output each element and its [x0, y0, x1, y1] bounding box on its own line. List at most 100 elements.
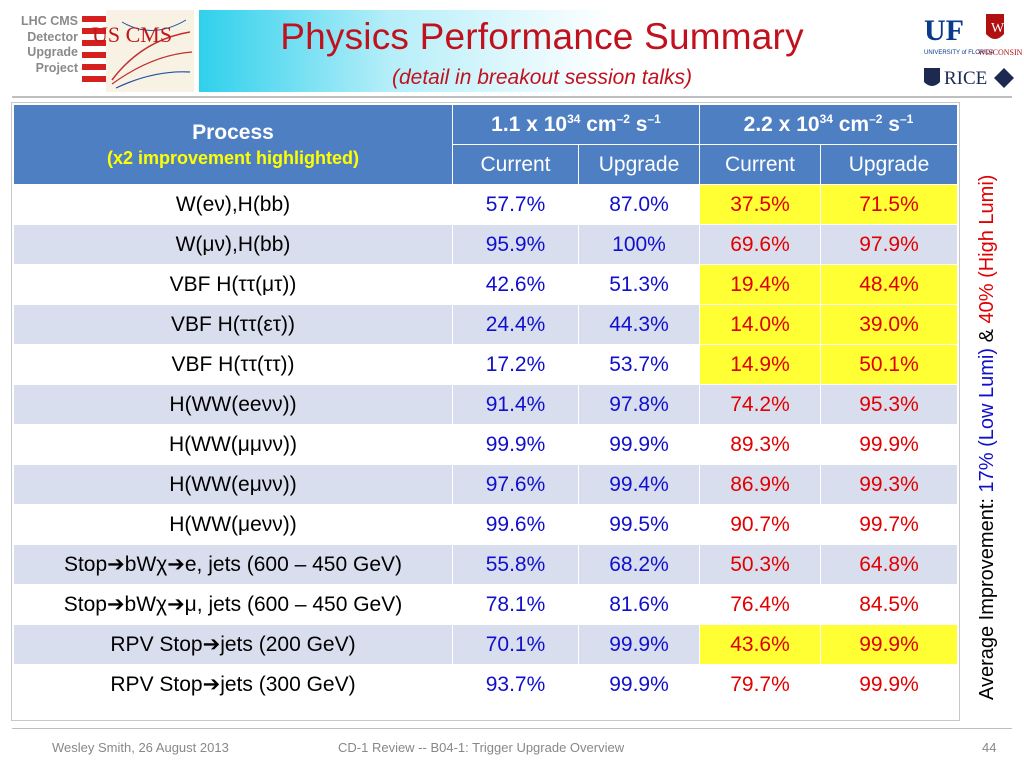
low-upgrade-cell: 81.6%: [578, 584, 700, 625]
low-current-cell: 55.8%: [452, 544, 579, 585]
table-row: H(WW(eeνν)) 91.4% 97.8% 74.2% 95.3%: [13, 384, 958, 425]
low-current-cell: 78.1%: [452, 584, 579, 625]
table-row: VBF H(ττ(ττ)) 17.2% 53.7% 14.9% 50.1%: [13, 344, 958, 385]
low-upgrade-cell: 97.8%: [578, 384, 700, 425]
low-lumi-improvement: 17% (Low Lumi): [976, 347, 998, 493]
wisconsin-logo: WISCONSIN: [978, 48, 1023, 57]
svg-text:W: W: [991, 21, 1005, 36]
column-header-low-upgrade: Upgrade: [578, 144, 700, 185]
high-upgrade-cell: 71.5%: [820, 184, 958, 225]
high-current-cell: 76.4%: [699, 584, 821, 625]
high-lumi-improvement: 40% (High Lumi): [976, 174, 998, 324]
table-body: W(eν),H(bb) 57.7% 87.0% 37.5% 71.5% W(μν),H(b…: [13, 184, 958, 705]
low-lumi-header: 1.1 x 1034 cm–2 s–1: [452, 104, 700, 145]
process-cell: Stop➔bWχ➔e, jets (600 – 450 GeV): [13, 544, 453, 585]
high-upgrade-cell: 99.3%: [820, 464, 958, 505]
high-current-cell: 14.0%: [699, 304, 821, 345]
low-upgrade-cell: 100%: [578, 224, 700, 265]
page-subtitle: (detail in breakout session talks): [392, 66, 692, 89]
header-divider: [12, 96, 1012, 98]
low-current-cell: 95.9%: [452, 224, 579, 265]
project-label: LHC CMS Detector Upgrade Project: [0, 14, 78, 76]
high-upgrade-cell: 97.9%: [820, 224, 958, 265]
high-current-cell: 89.3%: [699, 424, 821, 465]
table-row: W(eν),H(bb) 57.7% 87.0% 37.5% 71.5%: [13, 184, 958, 225]
low-upgrade-cell: 68.2%: [578, 544, 700, 585]
high-current-cell: 37.5%: [699, 184, 821, 225]
high-upgrade-cell: 99.7%: [820, 504, 958, 545]
table-row: H(WW(μμνν)) 99.9% 99.9% 89.3% 99.9%: [13, 424, 958, 465]
low-current-cell: 24.4%: [452, 304, 579, 345]
low-upgrade-cell: 53.7%: [578, 344, 700, 385]
table-row: VBF H(ττ(μτ)) 42.6% 51.3% 19.4% 48.4%: [13, 264, 958, 305]
process-cell: VBF H(ττ(ετ)): [13, 304, 453, 345]
process-cell: VBF H(ττ(μτ)): [13, 264, 453, 305]
process-header-note: (x2 improvement highlighted): [106, 147, 360, 168]
table-row: VBF H(ττ(ετ)) 24.4% 44.3% 14.0% 39.0%: [13, 304, 958, 345]
footer-title: CD-1 Review -- B04-1: Trigger Upgrade Ov…: [338, 740, 625, 755]
performance-table: Process (x2 improvement highlighted) 1.1…: [13, 104, 958, 705]
low-current-cell: 91.4%: [452, 384, 579, 425]
rice-mark-icon: [994, 68, 1014, 88]
column-header-low-current: Current: [452, 144, 579, 185]
low-current-cell: 93.7%: [452, 664, 579, 705]
process-header-label: Process: [192, 120, 274, 144]
process-cell: VBF H(ττ(ττ)): [13, 344, 453, 385]
low-upgrade-cell: 99.5%: [578, 504, 700, 545]
high-current-cell: 86.9%: [699, 464, 821, 505]
low-current-cell: 97.6%: [452, 464, 579, 505]
project-label-line: LHC CMS: [21, 14, 78, 28]
process-cell: W(μν),H(bb): [13, 224, 453, 265]
high-current-cell: 50.3%: [699, 544, 821, 585]
footer-author: Wesley Smith, 26 August 2013: [52, 740, 229, 755]
high-upgrade-cell: 84.5%: [820, 584, 958, 625]
high-upgrade-cell: 99.9%: [820, 424, 958, 465]
project-label-line: Project: [35, 60, 78, 75]
high-upgrade-cell: 50.1%: [820, 344, 958, 385]
low-upgrade-cell: 99.9%: [578, 664, 700, 705]
high-lumi-header: 2.2 x 1034 cm–2 s–1: [699, 104, 958, 145]
high-current-cell: 69.6%: [699, 224, 821, 265]
process-cell: H(WW(eeνν)): [13, 384, 453, 425]
low-upgrade-cell: 44.3%: [578, 304, 700, 345]
high-current-cell: 79.7%: [699, 664, 821, 705]
table-row: H(WW(eμνν)) 97.6% 99.4% 86.9% 99.3%: [13, 464, 958, 505]
low-current-cell: 99.9%: [452, 424, 579, 465]
table-row: W(μν),H(bb) 95.9% 100% 69.6% 97.9%: [13, 224, 958, 265]
project-label-line: Upgrade: [27, 45, 78, 59]
page-number: 44: [982, 740, 997, 755]
low-upgrade-cell: 99.4%: [578, 464, 700, 505]
process-cell: H(WW(eμνν)): [13, 464, 453, 505]
column-header-high-current: Current: [699, 144, 821, 185]
uscms-logo: US CMS: [82, 10, 194, 92]
high-current-cell: 43.6%: [699, 624, 821, 665]
high-upgrade-cell: 64.8%: [820, 544, 958, 585]
process-cell: RPV Stop➔jets (300 GeV): [13, 664, 453, 705]
high-upgrade-cell: 95.3%: [820, 384, 958, 425]
table-row: H(WW(μeνν)) 99.6% 99.5% 90.7% 99.7%: [13, 504, 958, 545]
low-upgrade-cell: 99.9%: [578, 624, 700, 665]
column-header-high-upgrade: Upgrade: [820, 144, 958, 185]
low-current-cell: 17.2%: [452, 344, 579, 385]
high-current-cell: 14.9%: [699, 344, 821, 385]
uf-logo: UF: [924, 14, 964, 47]
high-upgrade-cell: 39.0%: [820, 304, 958, 345]
logo-text: US CMS: [92, 22, 172, 47]
process-cell: RPV Stop➔jets (200 GeV): [13, 624, 453, 665]
low-current-cell: 70.1%: [452, 624, 579, 665]
rice-owl-icon: [924, 68, 940, 86]
high-upgrade-cell: 48.4%: [820, 264, 958, 305]
low-upgrade-cell: 87.0%: [578, 184, 700, 225]
wisconsin-crest-icon: W: [986, 14, 1005, 39]
high-upgrade-cell: 99.9%: [820, 624, 958, 665]
high-current-cell: 90.7%: [699, 504, 821, 545]
high-current-cell: 74.2%: [699, 384, 821, 425]
low-current-cell: 57.7%: [452, 184, 579, 225]
process-cell: W(eν),H(bb): [13, 184, 453, 225]
table-row: RPV Stop➔jets (200 GeV) 70.1% 99.9% 43.6% 99…: [13, 624, 958, 665]
footer-divider: [12, 728, 1012, 729]
title-band: [199, 10, 885, 92]
improvement-amp: &: [976, 323, 998, 348]
university-logos: UF UNIVERSITY of FLORIDA W WISCONSIN RIC…: [924, 14, 1023, 89]
high-current-cell: 19.4%: [699, 264, 821, 305]
